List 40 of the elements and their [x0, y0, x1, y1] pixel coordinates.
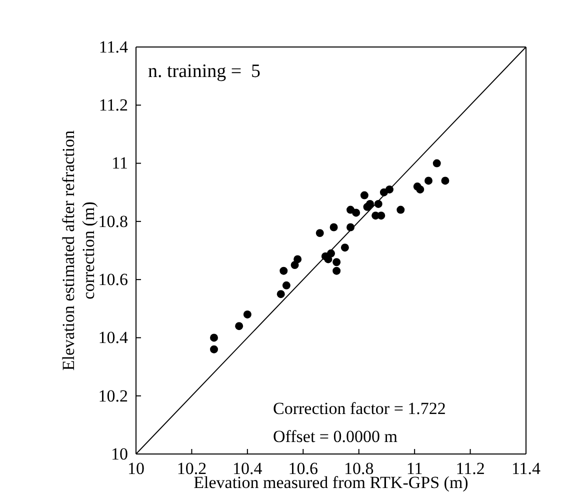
point [210, 334, 218, 342]
annotation: Offset = 0.0000 m [273, 427, 398, 446]
annotation: Correction factor = 1.722 [273, 399, 446, 418]
point [330, 223, 338, 232]
y-tick-label: 11.4 [98, 37, 128, 56]
point [282, 281, 290, 290]
point [416, 185, 424, 194]
x-tick-label: 10 [128, 459, 144, 478]
point [346, 223, 354, 232]
point [441, 176, 450, 185]
point [352, 208, 360, 217]
y-tick-label: 10.6 [98, 270, 128, 290]
y-tick-label: 10.2 [98, 386, 128, 406]
y-tick-label: 10.4 [98, 328, 128, 348]
point [276, 290, 285, 298]
point [374, 200, 382, 208]
point [424, 176, 432, 185]
annotation: n. training = 5 [148, 61, 261, 82]
y-tick-label: 10.8 [98, 212, 128, 231]
point [340, 244, 349, 252]
point [366, 200, 374, 208]
y-tick-label: 11.2 [98, 96, 128, 115]
point [294, 255, 302, 264]
point [332, 266, 341, 275]
point [332, 258, 341, 266]
point [243, 310, 252, 318]
point [377, 212, 386, 220]
x-tick-label: 11.4 [511, 459, 542, 478]
point [396, 206, 405, 214]
point [280, 266, 288, 275]
point [327, 249, 335, 258]
y-tick-label: 10 [111, 444, 128, 464]
point [316, 229, 324, 238]
point [210, 345, 218, 354]
y-axis-title: Elevation estimated after refraction correction (m) [59, 130, 98, 371]
point [432, 159, 441, 168]
y-tick-label: 11 [112, 154, 128, 173]
point [386, 185, 394, 194]
point [235, 322, 244, 330]
point [360, 191, 368, 200]
